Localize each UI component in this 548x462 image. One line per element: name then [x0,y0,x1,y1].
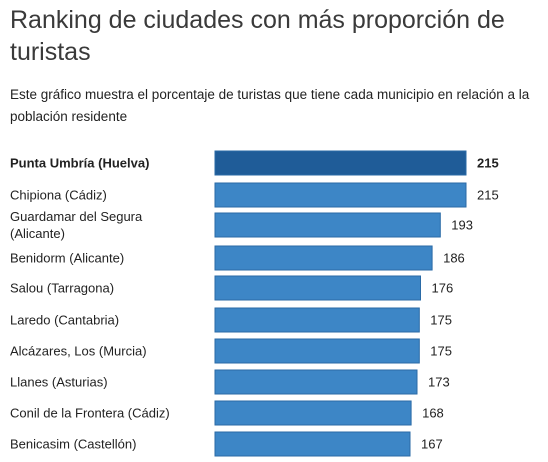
category-label: Laredo (Cantabria) [10,313,119,328]
bar-4 [214,245,433,271]
bar-8 [214,369,418,395]
bar-5 [214,275,421,301]
bar-2 [214,182,467,208]
value-label: 173 [428,375,450,390]
category-label: Llanes (Asturias) [10,375,108,390]
chart-subtitle: Este gráfico muestra el porcentaje de tu… [10,87,530,124]
value-label: 176 [432,281,454,296]
value-label: 186 [443,251,465,266]
bar-6 [214,307,420,333]
category-label: Guardamar del Segura (Alicante) [10,209,143,241]
category-label: Punta Umbría (Huelva) [10,156,149,171]
value-label: 175 [430,344,452,359]
category-label: Benicasim (Castellón) [10,437,136,452]
category-label: Alcázares, Los (Murcia) [10,344,147,359]
category-label: Salou (Tarragona) [10,281,114,296]
bar-1 [214,150,467,176]
category-label: Chipiona (Cádiz) [10,188,107,203]
chart-title: Ranking de ciudades con más proporción d… [10,6,505,66]
category-label: Benidorm (Alicante) [10,251,124,266]
value-label: 175 [430,313,452,328]
bar-7 [214,338,420,364]
bar-10 [214,431,411,457]
value-label: 193 [451,218,473,233]
category-label: Conil de la Frontera (Cádiz) [10,406,170,421]
value-label: 167 [421,437,443,452]
bar-9 [214,400,412,426]
bar-3 [214,212,441,238]
value-label: 215 [477,188,499,203]
value-label: 215 [477,156,499,171]
value-label: 168 [422,406,444,421]
